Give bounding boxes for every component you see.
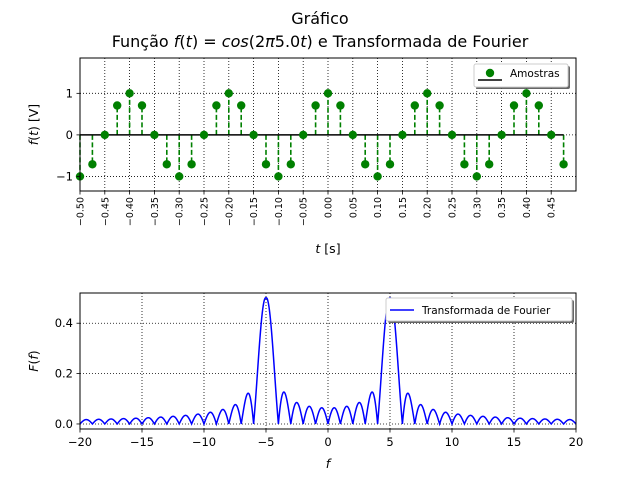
legend-marker-swatch	[485, 68, 495, 78]
freq-x-ticks: −20 −15 −10 −5 0 5 10 15 20	[68, 429, 583, 449]
sample-point	[137, 101, 147, 110]
sample-point	[125, 89, 134, 98]
sample-point	[336, 101, 345, 110]
sample-point	[286, 160, 295, 169]
x-tick-label: −10	[192, 435, 216, 449]
sample-stems	[79, 93, 565, 177]
sample-point	[423, 89, 432, 98]
sample-point	[485, 160, 494, 169]
x-tick-label: 0.35	[497, 197, 508, 218]
x-tick-label: 0	[324, 435, 331, 449]
x-tick-label: −0.45	[100, 197, 111, 226]
x-tick-label: −0.20	[224, 197, 235, 226]
x-tick-label: 0.05	[348, 197, 359, 218]
x-tick-label: −0.10	[274, 197, 285, 226]
time-x-label: t [s]	[315, 241, 340, 256]
sample-point	[385, 160, 395, 169]
freq-x-label: f	[326, 456, 332, 471]
x-tick-label: −0.50	[76, 197, 87, 226]
sample-point	[472, 172, 481, 181]
x-tick-label: −15	[130, 435, 154, 449]
plot-title: Função f(t) = cos(2π5.0t) e Transformada…	[112, 32, 529, 51]
sample-point	[311, 101, 320, 110]
x-tick-label: −0.15	[249, 197, 260, 226]
sample-point	[497, 130, 506, 140]
time-x-ticks: −0.50 −0.45 −0.40 −0.35 −0.30 −0.25 −0.20 −0.15…	[76, 191, 558, 226]
x-tick-label: 0.10	[373, 197, 384, 218]
sample-point	[224, 89, 233, 98]
x-tick-label: 20	[569, 435, 584, 449]
sample-point	[88, 160, 97, 169]
x-tick-label: 0.15	[398, 197, 409, 218]
sample-point	[150, 130, 159, 140]
y-tick-label: 0.4	[55, 316, 73, 330]
sample-point	[435, 101, 444, 110]
suptitle: Gráfico	[291, 9, 348, 28]
x-tick-label: 10	[445, 435, 460, 449]
legend-box	[385, 297, 573, 322]
x-tick-label: 0.40	[522, 197, 533, 218]
y-tick-label: 0.2	[55, 367, 73, 381]
y-tick-label: 0.0	[55, 417, 73, 431]
freq-legend: Transformada de Fourier	[385, 297, 574, 323]
time-y-label: f(t) [V]	[26, 104, 41, 145]
sample-point	[323, 89, 333, 98]
legend-label: Amostras	[510, 68, 560, 80]
sample-point	[447, 130, 457, 140]
sample-point	[199, 130, 209, 140]
sample-point	[274, 172, 283, 181]
sample-point	[162, 160, 171, 169]
x-tick-label: 0.30	[472, 197, 483, 218]
y-tick-label: 0	[66, 128, 73, 142]
sample-point	[113, 101, 122, 110]
sample-point	[175, 172, 184, 181]
legend-box	[473, 63, 569, 88]
x-tick-label: −5	[258, 435, 275, 449]
legend-label: Transformada de Fourier	[421, 305, 551, 317]
sample-point	[398, 130, 407, 140]
x-tick-label: −0.25	[200, 197, 211, 226]
sample-point	[509, 101, 519, 110]
sample-point	[547, 130, 556, 140]
y-tick-label: −1	[56, 169, 73, 183]
sample-point	[249, 130, 258, 140]
freq-y-ticks: 0.0 0.2 0.4	[55, 316, 80, 431]
x-tick-label: −0.35	[150, 197, 161, 226]
sample-point	[534, 101, 543, 110]
frequency-domain-axes: −20 −15 −10 −5 0 5 10 15 20 0.0 0.2 0.4 f F(f) Tra…	[26, 292, 583, 471]
sample-point	[559, 160, 568, 169]
x-tick-label: 5	[386, 435, 393, 449]
sample-point	[187, 160, 196, 169]
sample-point	[212, 101, 221, 110]
time-y-ticks: −1 0 1	[56, 86, 80, 183]
sample-point	[237, 101, 246, 110]
sample-point	[361, 160, 370, 169]
x-tick-label: 0.00	[324, 197, 335, 218]
x-tick-label: 0.25	[448, 197, 459, 218]
sample-point	[100, 130, 110, 140]
y-tick-label: 1	[66, 86, 73, 100]
x-tick-label: 0.20	[423, 197, 434, 218]
x-tick-label: −0.30	[175, 197, 186, 226]
sample-point	[460, 160, 469, 169]
sample-point	[522, 89, 531, 98]
sample-point	[373, 172, 382, 181]
sample-point	[410, 101, 419, 110]
freq-y-label: F(f)	[26, 350, 41, 371]
x-tick-label: −0.05	[299, 197, 310, 226]
fourier-curve	[79, 297, 577, 427]
x-tick-label: −0.40	[125, 197, 136, 226]
time-legend: Amostras	[473, 63, 570, 89]
time-domain-axes: −0.50 −0.45 −0.40 −0.35 −0.30 −0.25 −0.20 −0.15…	[26, 57, 577, 256]
sample-point	[348, 130, 357, 140]
x-tick-label: −20	[68, 435, 92, 449]
x-tick-label: 0.45	[547, 197, 558, 218]
x-tick-label: 15	[507, 435, 522, 449]
sample-point	[261, 160, 271, 169]
sample-point	[299, 130, 308, 140]
